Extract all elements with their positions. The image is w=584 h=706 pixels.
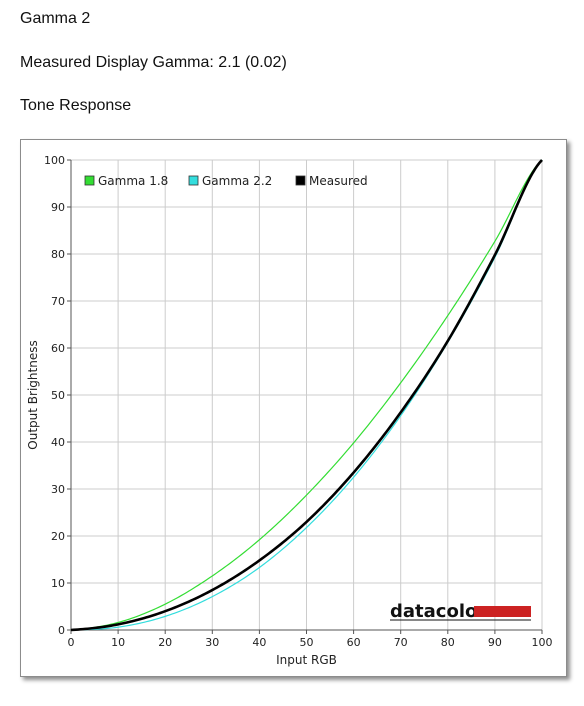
y-tick-label: 0 (58, 624, 65, 637)
x-axis-label: Input RGB (276, 653, 337, 667)
series-line-gamma-1-8 (70, 159, 543, 631)
y-tick-label: 60 (51, 342, 65, 355)
datacolor-logo-bar (474, 606, 531, 617)
legend-swatch-gamma-2-2 (188, 175, 199, 186)
y-tick-label: 10 (51, 577, 65, 590)
axis-layer: 0 10 20 30 40 50 60 70 80 90 100 0 10 20 30 40 50 60 70 80 9… (44, 154, 553, 649)
x-tick-label: 30 (205, 636, 219, 649)
y-tick-label: 30 (51, 483, 65, 496)
chart-legend: Gamma 1.8 Gamma 2.2 Measured (84, 174, 368, 188)
legend-swatch-gamma-1-8 (84, 175, 95, 186)
datacolor-logo: datacolor (390, 601, 531, 622)
x-tick-label: 0 (68, 636, 75, 649)
section-title: Gamma 2 (20, 10, 91, 27)
datacolor-logo-text: datacolor (390, 601, 486, 622)
x-tick-label: 10 (111, 636, 125, 649)
x-tick-label: 60 (347, 636, 361, 649)
y-tick-label: 90 (51, 201, 65, 214)
legend-swatch-measured (295, 175, 306, 186)
tone-response-chart: 0 10 20 30 40 50 60 70 80 90 100 0 10 20 30 40 50 60 70 80 9… (20, 139, 567, 677)
y-tick-label: 100 (44, 154, 65, 167)
x-tick-label: 80 (441, 636, 455, 649)
y-tick-label: 50 (51, 389, 65, 402)
x-tick-label: 70 (394, 636, 408, 649)
legend-label-gamma-2-2: Gamma 2.2 (202, 174, 272, 188)
y-tick-label: 40 (51, 436, 65, 449)
series-layer (70, 159, 543, 632)
x-tick-label: 20 (158, 636, 172, 649)
y-tick-label: 80 (51, 248, 65, 261)
x-tick-label: 100 (532, 636, 553, 649)
series-line-measured (70, 159, 543, 632)
x-tick-label: 40 (252, 636, 266, 649)
chart-heading: Tone Response (20, 97, 132, 114)
legend-label-gamma-1-8: Gamma 1.8 (98, 174, 168, 188)
y-tick-label: 20 (51, 530, 65, 543)
x-tick-label: 50 (300, 636, 314, 649)
legend-label-measured: Measured (309, 174, 368, 188)
grid-layer (71, 159, 543, 630)
measured-gamma-label: Measured Display Gamma: 2.1 (0.02) (20, 54, 287, 71)
y-axis-label: Output Brightness (26, 340, 40, 449)
x-tick-label: 90 (488, 636, 502, 649)
y-tick-label: 70 (51, 295, 65, 308)
chart-svg: 0 10 20 30 40 50 60 70 80 90 100 0 10 20 30 40 50 60 70 80 9… (26, 154, 553, 667)
